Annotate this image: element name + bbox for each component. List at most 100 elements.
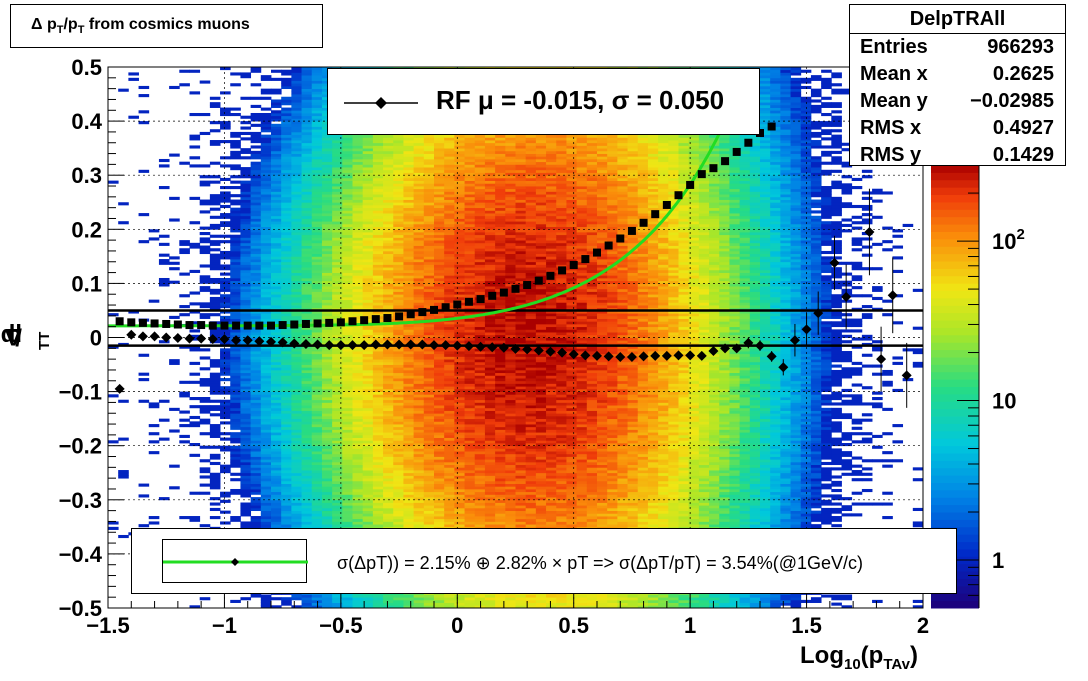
heatmap-cell (332, 221, 343, 225)
heatmap-cell (230, 150, 241, 154)
heatmap-cell (413, 259, 425, 263)
heatmap-cell (260, 494, 272, 498)
heatmap-cell (393, 186, 404, 190)
heatmap-cell (332, 202, 343, 206)
heatmap-cell (220, 199, 231, 203)
heatmap-cell (321, 421, 333, 425)
heatmap-cell (393, 183, 404, 187)
heatmap-cell (250, 186, 262, 190)
heatmap-cell (342, 486, 353, 490)
heatmap-cell (362, 245, 374, 249)
heatmap-cell (301, 443, 313, 447)
heatmap-cell (434, 142, 445, 146)
heatmap-cell (220, 407, 231, 411)
heatmap-cell (138, 353, 150, 357)
heatmap-cell (311, 437, 323, 441)
heatmap-cell (291, 196, 302, 200)
heatmap-cell (250, 272, 262, 276)
heatmap-cell (342, 248, 353, 252)
heatmap-cell (372, 507, 384, 512)
heatmap-cell (271, 421, 282, 425)
heatmap-cell (362, 272, 374, 276)
heatmap-cell (220, 194, 231, 198)
heatmap-cell (352, 402, 364, 406)
heatmap-cell (342, 491, 353, 495)
heatmap-cell (271, 261, 282, 265)
heatmap-cell (108, 180, 119, 184)
heatmap-cell (240, 291, 252, 295)
heatmap-cell (434, 348, 445, 352)
heatmap-cell (158, 259, 170, 263)
heatmap-cell (393, 467, 404, 471)
heatmap-cell (423, 410, 435, 414)
heatmap-cell (372, 445, 384, 449)
heatmap-cell (403, 437, 415, 441)
heatmap-cell (332, 367, 343, 371)
heatmap-cell (362, 302, 374, 306)
heatmap-cell (413, 502, 425, 506)
heatmap-cell (372, 383, 384, 387)
heatmap-cell (240, 491, 252, 495)
heatmap-cell (434, 413, 445, 417)
heatmap-cell (403, 364, 415, 368)
heatmap-cell (352, 310, 364, 314)
heatmap-cell (301, 421, 313, 425)
heatmap-cell (454, 253, 465, 257)
heatmap-cell (362, 232, 374, 236)
heatmap-cell (199, 210, 211, 214)
heatmap-cell (291, 167, 302, 171)
heatmap-cell (372, 167, 384, 171)
heatmap-cell (444, 218, 455, 222)
heatmap-cell (403, 378, 415, 382)
heatmap-cell (332, 283, 343, 287)
heatmap-cell (260, 277, 272, 282)
heatmap-cell (311, 256, 323, 260)
heatmap-cell (393, 605, 404, 609)
heatmap-cell (281, 394, 292, 398)
heatmap-cell (393, 213, 404, 217)
heatmap-cell (413, 351, 425, 355)
heatmap-cell (240, 378, 252, 382)
heatmap-cell (240, 248, 252, 252)
heatmap-cell (332, 245, 343, 249)
heatmap-cell (423, 172, 435, 176)
heatmap-cell (372, 213, 384, 217)
heatmap-cell (423, 388, 435, 392)
heatmap-cell (311, 424, 323, 428)
heatmap-cell (464, 267, 476, 271)
heatmap-cell (321, 510, 333, 514)
heatmap-cell (230, 421, 241, 425)
heatmap-cell (413, 461, 425, 466)
heatmap-cell (240, 121, 252, 125)
heatmap-cell (220, 299, 231, 303)
heatmap-cell (413, 475, 425, 479)
heatmap-cell (454, 410, 465, 414)
heatmap-cell (362, 461, 374, 466)
heatmap-cell (423, 167, 435, 171)
heatmap-cell (291, 597, 302, 601)
heatmap-cell (393, 356, 404, 360)
heatmap-cell (321, 305, 333, 309)
heatmap-cell (454, 337, 465, 341)
heatmap-cell (464, 321, 476, 325)
heatmap-cell (464, 353, 476, 357)
heatmap-cell (434, 410, 445, 414)
heatmap-cell (383, 410, 394, 414)
heatmap-cell (403, 483, 415, 487)
heatmap-cell (281, 488, 292, 493)
heatmap-cell (464, 521, 476, 525)
heatmap-cell (434, 213, 445, 217)
heatmap-cell (301, 112, 313, 117)
heatmap-cell (291, 186, 302, 190)
heatmap-cell (423, 199, 435, 203)
heatmap-cell (250, 388, 262, 392)
heatmap-cell (250, 329, 262, 333)
heatmap-cell (464, 383, 476, 387)
heatmap-cell (362, 332, 374, 336)
heatmap-cell (393, 280, 404, 284)
heatmap-cell (423, 456, 435, 460)
heatmap-cell (311, 434, 323, 438)
heatmap-cell (403, 275, 415, 279)
heatmap-cell (230, 210, 241, 214)
heatmap-cell (372, 505, 384, 509)
